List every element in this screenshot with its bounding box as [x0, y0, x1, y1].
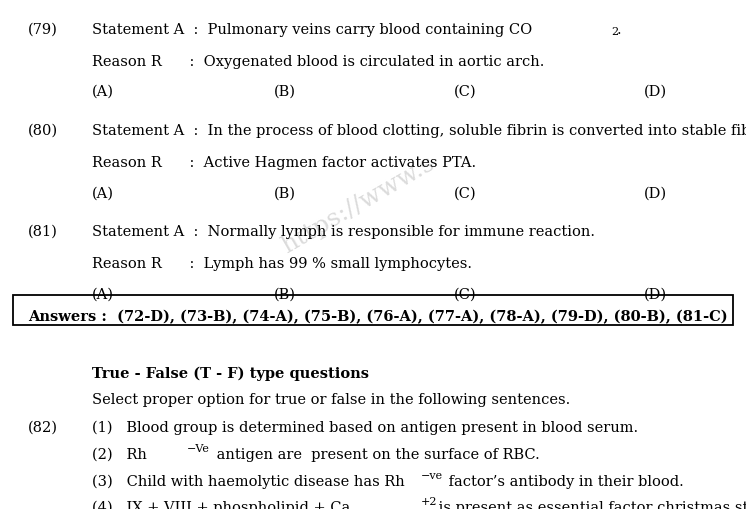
Text: −Ve: −Ve [187, 444, 210, 454]
Text: 2: 2 [611, 26, 618, 37]
Text: Reason R      :  Oxygenated blood is circulated in aortic arch.: Reason R : Oxygenated blood is circulate… [92, 55, 544, 69]
Text: (2)   Rh: (2) Rh [92, 448, 146, 462]
Text: Reason R      :  Active Hagmen factor activates PTA.: Reason R : Active Hagmen factor activate… [92, 156, 476, 170]
Text: (C): (C) [454, 186, 476, 200]
Text: (B): (B) [275, 288, 296, 301]
Text: (81): (81) [28, 225, 57, 239]
Text: Statement A  :  In the process of blood clotting, soluble fibrin is converted in: Statement A : In the process of blood cl… [92, 124, 746, 138]
Text: (80): (80) [28, 124, 58, 138]
Text: True - False (T - F) type questions: True - False (T - F) type questions [92, 366, 369, 381]
FancyBboxPatch shape [13, 295, 733, 325]
Text: (D): (D) [644, 186, 667, 200]
Text: (D): (D) [644, 85, 667, 99]
Text: is present as essential factor christmas stimulating complex.: is present as essential factor christmas… [434, 501, 746, 509]
Text: factor’s antibody in their blood.: factor’s antibody in their blood. [444, 475, 683, 489]
Text: https://www.s: https://www.s [278, 152, 439, 258]
Text: +2: +2 [421, 497, 438, 507]
Text: −ve: −ve [421, 471, 443, 481]
Text: (A): (A) [92, 85, 113, 99]
Text: Statement A  :  Normally lymph is responsible for immune reaction.: Statement A : Normally lymph is responsi… [92, 225, 595, 239]
Text: (A): (A) [92, 288, 113, 301]
Text: (A): (A) [92, 186, 113, 200]
Text: (D): (D) [644, 288, 667, 301]
Text: (B): (B) [275, 85, 296, 99]
Text: .: . [616, 22, 621, 37]
Text: antigen are  present on the surface of RBC.: antigen are present on the surface of RB… [212, 448, 540, 462]
Text: (4)   IX + VIII + phospholipid + Ca: (4) IX + VIII + phospholipid + Ca [92, 501, 350, 509]
Text: (3)   Child with haemolytic disease has Rh: (3) Child with haemolytic disease has Rh [92, 475, 404, 489]
Text: (1)   Blood group is determined based on antigen present in blood serum.: (1) Blood group is determined based on a… [92, 421, 638, 436]
Text: Statement A  :  Pulmonary veins carry blood containing CO: Statement A : Pulmonary veins carry bloo… [92, 22, 532, 37]
Text: Answers :  (72-D), (73-B), (74-A), (75-B), (76-A), (77-A), (78-A), (79-D), (80-B: Answers : (72-D), (73-B), (74-A), (75-B)… [28, 310, 727, 325]
Text: Select proper option for true or false in the following sentences.: Select proper option for true or false i… [92, 393, 570, 407]
Text: (C): (C) [454, 288, 476, 301]
Text: (82): (82) [28, 421, 58, 435]
Text: Reason R      :  Lymph has 99 % small lymphocytes.: Reason R : Lymph has 99 % small lymphocy… [92, 258, 471, 271]
Text: (B): (B) [275, 186, 296, 200]
Text: (C): (C) [454, 85, 476, 99]
Text: (79): (79) [28, 22, 57, 37]
